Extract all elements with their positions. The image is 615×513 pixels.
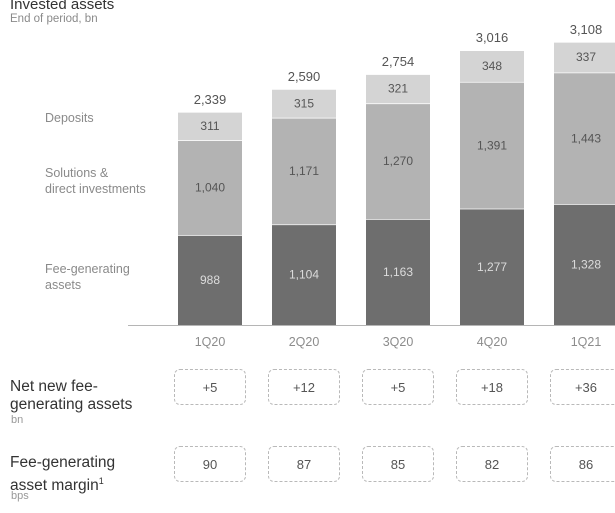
solutions-bar-4Q20 <box>460 81 524 209</box>
asset-margin-unit: bps <box>11 490 29 502</box>
deposits-bar-4Q20 <box>460 50 524 82</box>
net-new-assets-value-4Q20: +18 <box>456 369 528 405</box>
total-label-2Q20: 2,590 <box>288 69 321 84</box>
solutions-value-label-1Q21: 1,443 <box>571 131 601 145</box>
solutions-bar-1Q21 <box>554 72 615 205</box>
category-label-3Q20: 3Q20 <box>383 335 414 349</box>
net-new-assets-label: Net new fee- generating assets <box>10 378 132 414</box>
legend-deposits: Deposits <box>45 111 94 125</box>
asset-margin-label-line1: Fee-generating <box>10 454 116 471</box>
deposits-bar-1Q20 <box>178 111 242 141</box>
asset-margin-value-4Q20: 82 <box>456 446 528 482</box>
fee-generating-bar-2Q20 <box>272 224 336 325</box>
fee-generating-value-label-2Q20: 1,104 <box>289 268 319 282</box>
chart-title: Invested assets <box>10 0 115 13</box>
net-new-assets-value-3Q20: +5 <box>362 369 434 405</box>
category-label-1Q21: 1Q21 <box>571 335 602 349</box>
solutions-value-label-2Q20: 1,171 <box>289 164 319 178</box>
solutions-bar-1Q20 <box>178 140 242 235</box>
total-label-1Q20: 2,339 <box>194 92 227 107</box>
fee-generating-bar-1Q21 <box>554 204 615 325</box>
stacked-bar-chart: 988 1,040 311 2,339 1Q20 1,104 1,171 315 2,590 2Q… <box>45 22 615 349</box>
deposits-bar-3Q20 <box>366 74 430 104</box>
legend-fee-generating-line2: assets <box>45 278 81 292</box>
solutions-value-label-3Q20: 1,270 <box>383 154 413 168</box>
net-new-assets-value-1Q21: +36 <box>550 369 615 405</box>
legend-solutions-line2: direct investments <box>45 182 146 196</box>
solutions-bar-3Q20 <box>366 103 430 220</box>
asset-margin-footnote: 1 <box>98 476 104 486</box>
fee-generating-value-label-3Q20: 1,163 <box>383 265 413 279</box>
deposits-value-label-1Q21: 337 <box>576 50 596 64</box>
asset-margin-label: Fee-generating asset margin1 <box>10 454 115 495</box>
category-label-1Q20: 1Q20 <box>195 335 226 349</box>
category-label-2Q20: 2Q20 <box>289 335 320 349</box>
net-new-assets-label-line1: Net new fee- <box>10 378 98 395</box>
solutions-bar-2Q20 <box>272 117 336 225</box>
asset-margin-value-3Q20: 85 <box>362 446 434 482</box>
fee-generating-value-label-1Q20: 988 <box>200 273 220 287</box>
chart-subtitle: End of period, bn <box>10 13 98 25</box>
legend-solutions-line1: Solutions & <box>45 166 109 180</box>
net-new-assets-value-1Q20: +5 <box>174 369 246 405</box>
deposits-value-label-4Q20: 348 <box>482 59 502 73</box>
asset-margin-label-line2: asset margin <box>10 477 99 495</box>
net-new-assets-value-2Q20: +12 <box>268 369 340 405</box>
legend-fee-generating-line1: Fee-generating <box>45 262 130 276</box>
deposits-bar-1Q21 <box>554 41 615 73</box>
total-label-4Q20: 3,016 <box>476 30 509 45</box>
asset-margin-label-line2-wrap: asset margin1 <box>10 472 115 495</box>
category-label-4Q20: 4Q20 <box>477 335 508 349</box>
total-label-1Q21: 3,108 <box>570 22 603 37</box>
deposits-value-label-1Q20: 311 <box>200 119 219 133</box>
solutions-value-label-4Q20: 1,391 <box>477 138 507 152</box>
deposits-value-label-2Q20: 315 <box>294 96 314 110</box>
total-label-3Q20: 2,754 <box>382 54 415 69</box>
fee-generating-bar-4Q20 <box>460 208 524 325</box>
deposits-bar-2Q20 <box>272 89 336 118</box>
asset-margin-value-2Q20: 87 <box>268 446 340 482</box>
fee-generating-value-label-1Q21: 1,328 <box>571 258 601 272</box>
asset-margin-value-1Q20: 90 <box>174 446 246 482</box>
solutions-value-label-1Q20: 1,040 <box>195 181 225 195</box>
deposits-value-label-3Q20: 321 <box>388 82 408 96</box>
fee-generating-value-label-4Q20: 1,277 <box>477 260 507 274</box>
fee-generating-bar-3Q20 <box>366 219 430 325</box>
net-new-assets-unit: bn <box>11 414 24 426</box>
net-new-assets-label-line2: generating assets <box>10 396 133 413</box>
fee-generating-bar-1Q20 <box>178 234 242 325</box>
asset-margin-value-1Q21: 86 <box>550 446 615 482</box>
